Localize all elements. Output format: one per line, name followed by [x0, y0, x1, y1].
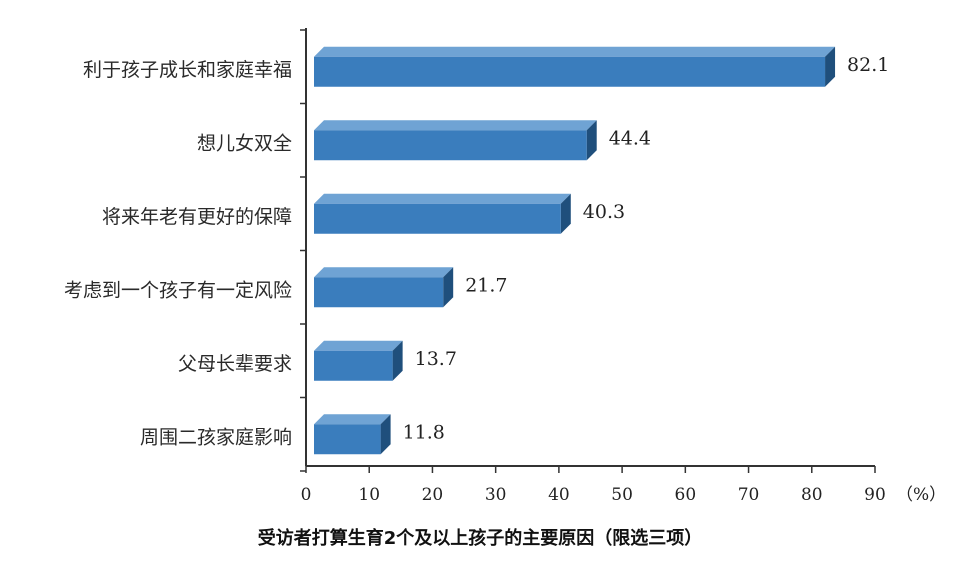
value-label: 40.3: [583, 201, 625, 223]
x-tick-label: 30: [485, 485, 507, 505]
x-tick-label: 0: [301, 485, 312, 505]
bar-front-face: [314, 424, 381, 455]
x-tick-label: 90: [864, 485, 886, 505]
bar-top-face: [314, 46, 836, 57]
bar-top-face: [314, 414, 391, 425]
value-label: 21.7: [465, 274, 507, 296]
bar: [314, 267, 454, 308]
x-tick-label: 80: [801, 485, 823, 505]
x-unit-label: （%）: [896, 485, 946, 505]
bar-top-face: [314, 120, 597, 131]
x-tick-label: 70: [738, 485, 760, 505]
value-label: 11.8: [403, 421, 445, 443]
bar-side-face: [443, 267, 454, 308]
bar: [314, 120, 597, 161]
bars: [314, 46, 836, 455]
axes: [300, 28, 876, 473]
bar-side-face: [560, 193, 571, 234]
bar: [314, 193, 571, 234]
bar-front-face: [314, 277, 444, 308]
x-tick-label: 10: [358, 485, 380, 505]
bar-front-face: [314, 56, 826, 87]
bar: [314, 46, 836, 87]
category-label: 想儿女双全: [197, 132, 292, 154]
value-label: 44.4: [609, 127, 651, 149]
category-label: 父母长辈要求: [178, 353, 292, 375]
chart-title: 受访者打算生育2个及以上孩子的主要原因（限选三项）: [257, 528, 703, 549]
bar-top-face: [314, 340, 403, 351]
labels: 0 10 20 30 40 50 60 70 80 90 （%） 利于孩子成长和家庭幸福 82.1 想儿女…: [64, 54, 946, 505]
bar-front-face: [314, 130, 587, 161]
bar-front-face: [314, 203, 561, 234]
category-label: 周围二孩家庭影响: [140, 426, 292, 448]
category-label: 将来年老有更好的保障: [102, 206, 292, 228]
bar-front-face: [314, 350, 393, 381]
value-label: 13.7: [415, 348, 457, 370]
x-tick-label: 20: [422, 485, 444, 505]
bar: [314, 340, 403, 381]
bar-top-face: [314, 193, 571, 204]
bar-top-face: [314, 267, 454, 278]
category-label: 考虑到一个孩子有一定风险: [64, 279, 292, 301]
value-label: 82.1: [847, 54, 889, 76]
category-label: 利于孩子成长和家庭幸福: [83, 59, 292, 81]
bar-side-face: [392, 340, 403, 381]
x-tick-label: 50: [611, 485, 633, 505]
bar: [314, 414, 391, 455]
bar-side-face: [380, 414, 391, 455]
bar-side-face: [586, 120, 597, 161]
x-tick-label: 40: [548, 485, 570, 505]
x-tick-label: 60: [675, 485, 697, 505]
bar-side-face: [825, 46, 836, 87]
